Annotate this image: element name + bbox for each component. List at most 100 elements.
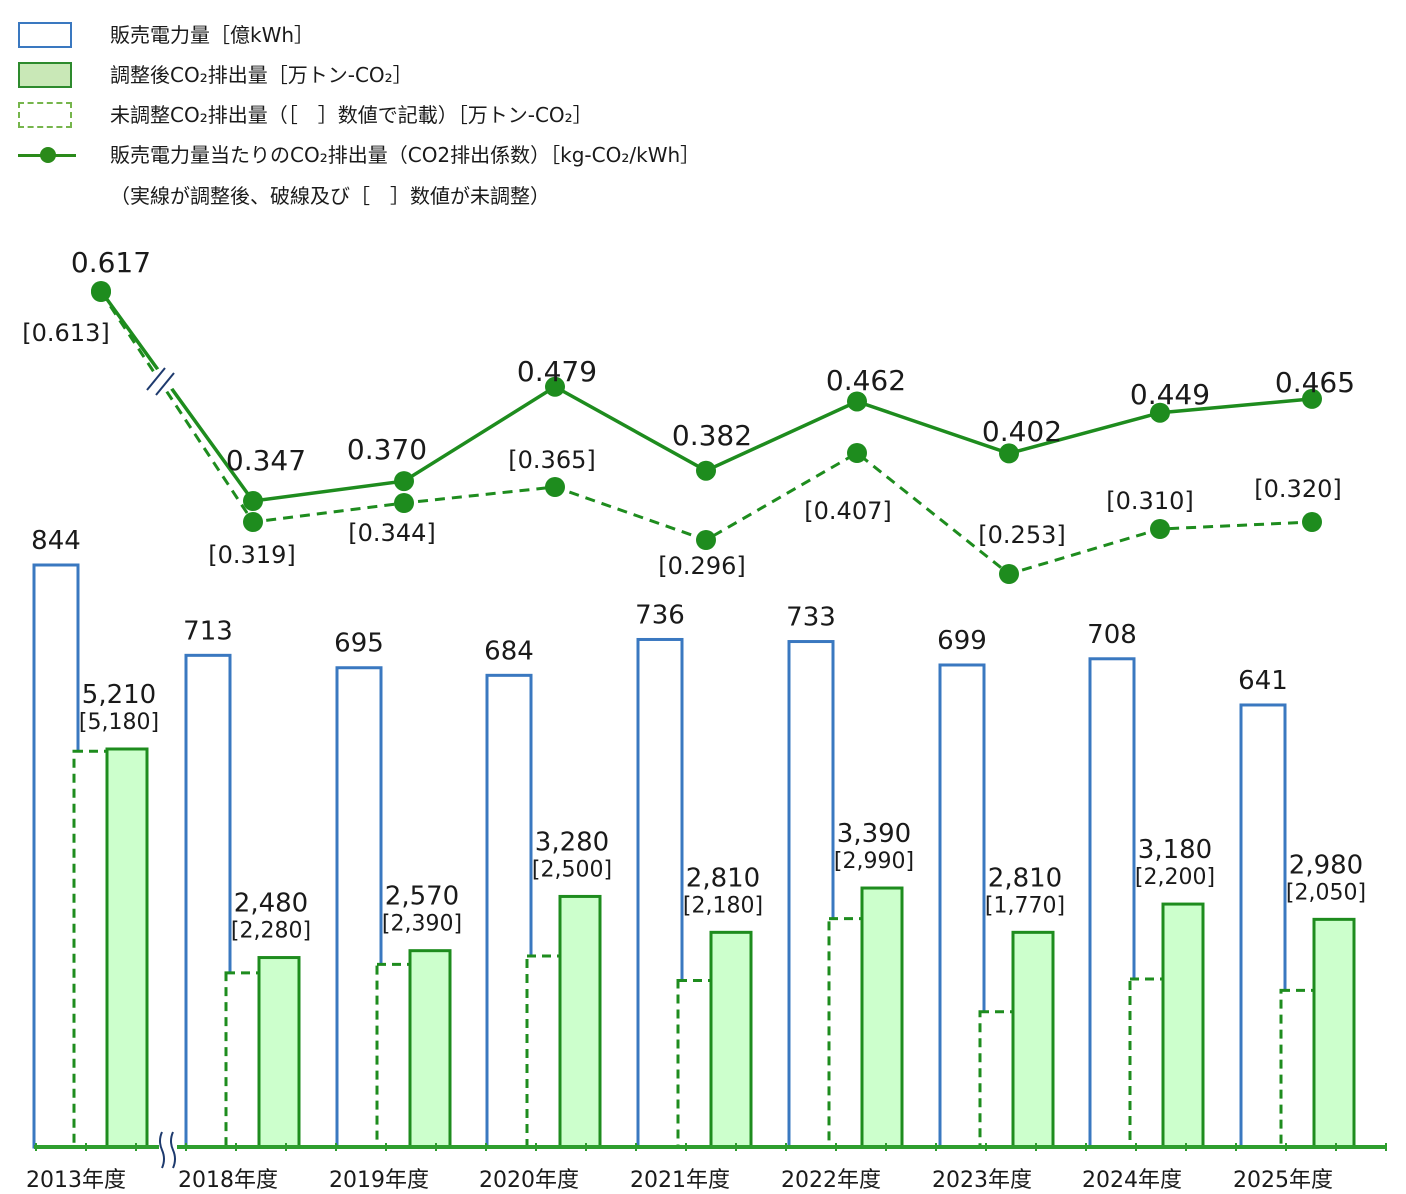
x-tick-label: 2024年度 — [1082, 1168, 1182, 1193]
x-tick-label: 2018年度 — [178, 1168, 278, 1193]
axis-break-mark — [170, 1131, 176, 1169]
adjusted-co2-bar — [1161, 902, 1205, 1149]
sales-bar — [1239, 703, 1287, 1149]
adjusted-co2-value-label: 3,180 — [1138, 835, 1212, 865]
unadjusted-coefficient-label: [0.319] — [208, 541, 295, 569]
legend-swatch-sales — [18, 22, 72, 48]
adjusted-coefficient-label: 0.465 — [1275, 366, 1355, 399]
unadjusted-co2-value-label: [2,050] — [1286, 880, 1366, 905]
adjusted-co2-value-label: 2,980 — [1289, 850, 1363, 880]
sales-bar — [636, 637, 684, 1149]
adjusted-co2-bar — [257, 956, 301, 1149]
adjusted-co2-bar — [1312, 917, 1356, 1149]
sales-bar — [32, 563, 80, 1149]
unadjusted-co2-value-label: [2,180] — [683, 893, 763, 918]
adjusted-co2-bar — [709, 930, 753, 1149]
adjusted-co2-value-label: 3,280 — [535, 827, 609, 857]
adjusted-coefficient-point — [545, 376, 565, 397]
adjusted-coefficient-point — [1302, 388, 1322, 409]
x-tick-label: 2019年度 — [329, 1168, 429, 1193]
adjusted-coefficient-label: 0.347 — [226, 444, 306, 477]
unadjusted-coefficient-point — [545, 477, 565, 497]
sales-bar — [335, 666, 383, 1149]
adjusted-co2-bar — [105, 747, 149, 1149]
unadjusted-co2-value-label: [2,500] — [532, 857, 612, 882]
legend-label-adjusted: 調整後CO₂排出量［万トン-CO₂］ — [110, 63, 413, 87]
adjusted-coefficient-point — [696, 460, 716, 481]
x-tick-label: 2025年度 — [1233, 1168, 1333, 1193]
unadjusted-coefficient-label: [0.296] — [658, 552, 745, 580]
adjusted-coefficient-label: 0.382 — [672, 419, 752, 452]
legend-note: （実線が調整後、破線及び［ ］数値が未調整） — [110, 184, 550, 208]
adjusted-coefficient-label: 0.449 — [1130, 378, 1210, 411]
unadjusted-coefficient-label: [0.365] — [508, 446, 595, 474]
unadjusted-co2-value-label: [5,180] — [79, 710, 159, 735]
x-tick-label: 2021年度 — [630, 1168, 730, 1193]
x-tick-label: 2013年度 — [26, 1168, 126, 1193]
sales-bar — [787, 640, 835, 1149]
unadjusted-coefficient-point — [243, 512, 263, 532]
legend-label-sales: 販売電力量［億kWh］ — [110, 23, 315, 47]
adjusted-coefficient-point — [999, 443, 1019, 464]
adjusted-coefficient-label: 0.479 — [517, 355, 597, 388]
unadjusted-co2-value-label: [2,390] — [382, 912, 462, 937]
sales-bar — [1088, 657, 1136, 1149]
adjusted-coefficient-point — [1150, 402, 1170, 423]
unadjusted-coefficient-point — [696, 530, 716, 550]
adjusted-co2-value-label: 2,810 — [686, 863, 760, 893]
adjusted-co2-value-label: 2,570 — [385, 882, 459, 912]
adjusted-co2-value-label: 3,390 — [837, 819, 911, 849]
line-break-gap — [145, 363, 181, 397]
unadjusted-coefficient-label: [0.344] — [348, 519, 435, 547]
adjusted-coefficient-label: 0.617 — [71, 246, 151, 279]
sales-value-label: 844 — [31, 526, 81, 556]
adjusted-co2-value-label: 2,480 — [234, 889, 308, 919]
legend-swatch-unadjusted — [18, 102, 72, 128]
adjusted-co2-bar — [408, 949, 452, 1149]
sales-value-label: 736 — [635, 600, 685, 630]
legend-label-unadjusted: 未調整CO₂排出量（［ ］数値で記載）［万トン-CO₂］ — [110, 103, 593, 127]
adjusted-coefficient-point — [91, 281, 111, 301]
sales-value-label: 695 — [334, 629, 384, 659]
axis-break-mark — [159, 1131, 165, 1169]
unadjusted-co2-value-label: [2,990] — [834, 849, 914, 874]
legend-swatch-coefficient — [18, 142, 76, 168]
unadjusted-coefficient-label: [0.310] — [1106, 487, 1193, 515]
sales-bar — [184, 653, 232, 1149]
unadjusted-coefficient-label: [0.253] — [978, 521, 1065, 549]
sales-value-label: 641 — [1238, 666, 1288, 696]
adjusted-coefficient-label: 0.402 — [982, 415, 1062, 448]
adjusted-co2-value-label: 5,210 — [82, 680, 156, 710]
unadjusted-coefficient-point — [394, 493, 414, 513]
x-tick-label: 2020年度 — [479, 1168, 579, 1193]
adjusted-coefficient-label: 0.370 — [347, 433, 427, 466]
unadjusted-coefficient-point — [1302, 512, 1322, 532]
unadjusted-coefficient-point — [999, 564, 1019, 584]
line-break-mark — [146, 367, 166, 391]
adjusted-coefficient-point — [847, 391, 867, 412]
unadjusted-co2-value-label: [1,770] — [985, 893, 1065, 918]
unadjusted-coefficient-label: [0.320] — [1254, 475, 1341, 503]
adjusted-coefficient-point — [243, 491, 263, 511]
line-break-mark — [155, 372, 175, 396]
sales-bar — [938, 663, 986, 1149]
sales-value-label: 713 — [183, 616, 233, 646]
unadjusted-coefficient-point — [1150, 519, 1170, 539]
legend-swatch-adjusted — [18, 62, 72, 88]
adjusted-co2-bar — [558, 894, 602, 1149]
adjusted-co2-value-label: 2,810 — [988, 863, 1062, 893]
legend-label-coefficient: 販売電力量当たりのCO₂排出量（CO2排出係数）［kg-CO₂/kWh］ — [110, 143, 701, 167]
sales-value-label: 684 — [484, 636, 534, 666]
sales-value-label: 708 — [1087, 620, 1137, 650]
unadjusted-coefficient-label: [0.613] — [22, 319, 109, 347]
adjusted-coefficient-label: 0.462 — [826, 364, 906, 397]
adjusted-co2-bar — [1011, 930, 1055, 1149]
unadjusted-co2-value-label: [2,280] — [231, 919, 311, 944]
x-tick-label: 2022年度 — [781, 1168, 881, 1193]
adjusted-co2-bar — [860, 886, 904, 1149]
sales-value-label: 733 — [786, 603, 836, 633]
unadjusted-coefficient-point — [847, 443, 867, 463]
sales-bar — [485, 673, 533, 1149]
unadjusted-co2-value-label: [2,200] — [1135, 865, 1215, 890]
